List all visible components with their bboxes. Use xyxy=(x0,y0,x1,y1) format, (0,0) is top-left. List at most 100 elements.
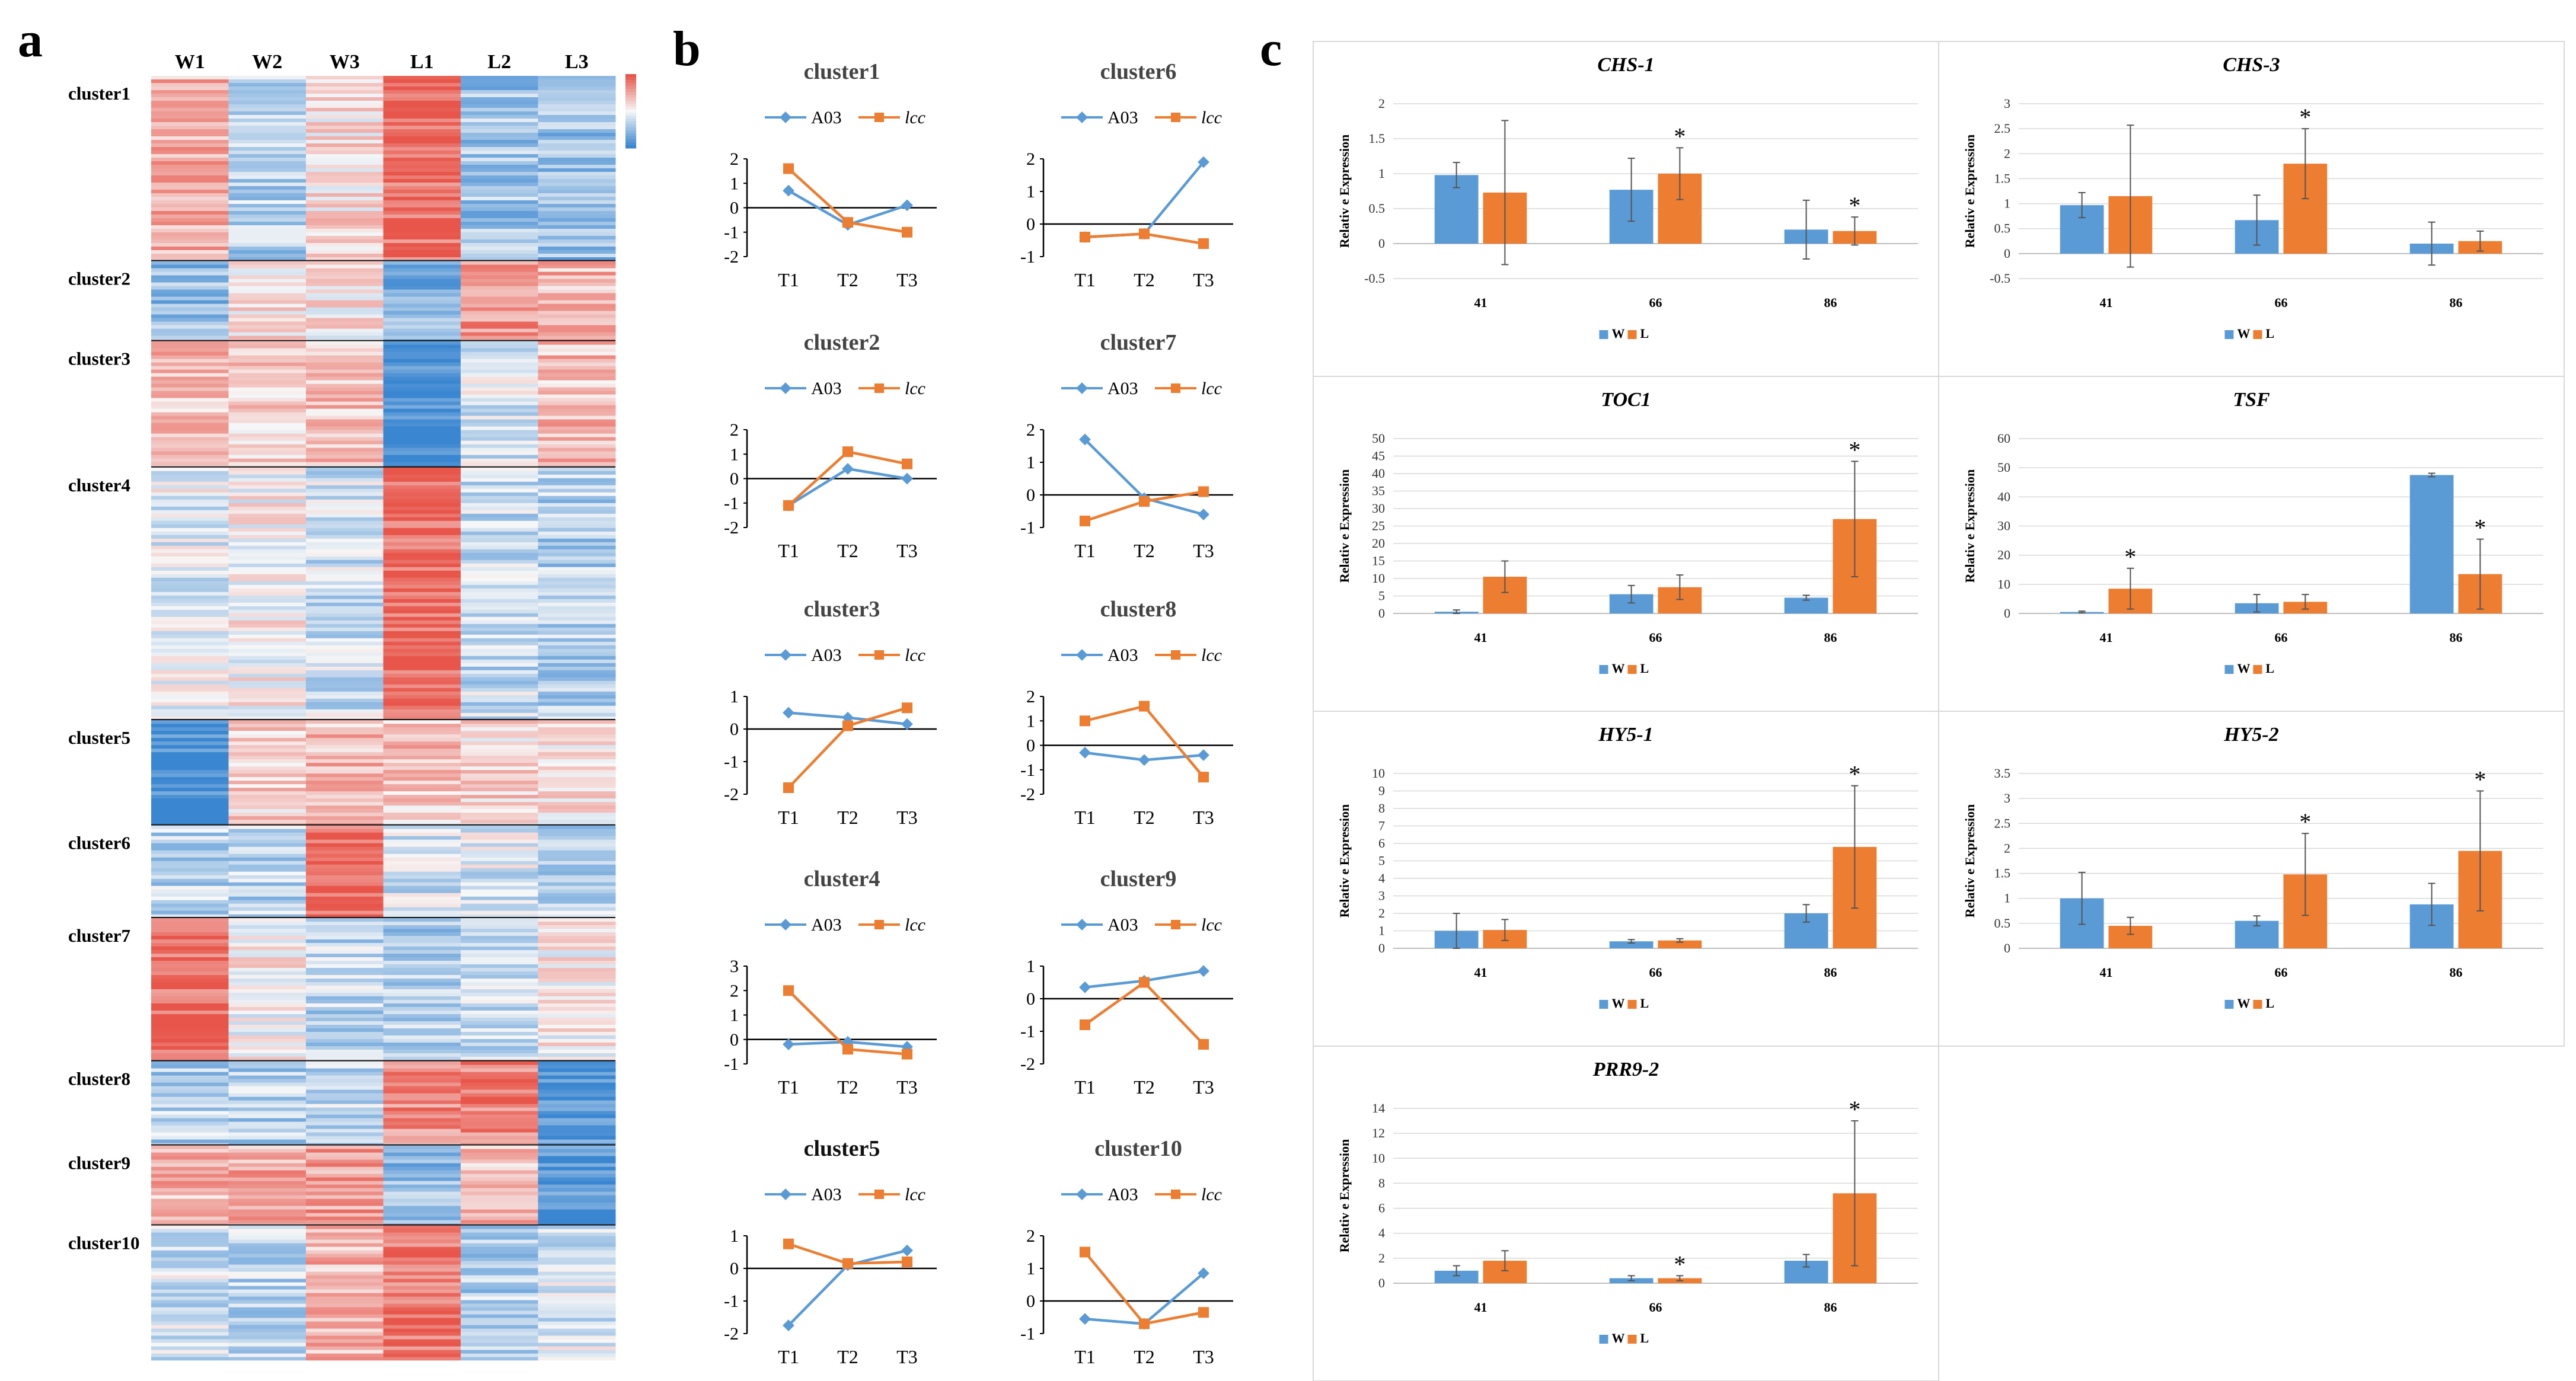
heatmap-cell xyxy=(461,247,538,251)
heatmap-cell xyxy=(306,161,384,165)
heatmap-cell xyxy=(538,1188,616,1192)
heatmap-cell xyxy=(538,663,616,667)
heatmap-cell xyxy=(538,599,616,603)
heatmap-cell xyxy=(383,172,461,176)
heatmap-cell xyxy=(383,328,461,333)
heatmap-cell xyxy=(228,929,307,933)
y-tick-label: 60 xyxy=(1997,431,2010,446)
heatmap-cell xyxy=(383,193,461,197)
heatmap-cell xyxy=(461,616,538,621)
heatmap-cell xyxy=(538,286,616,290)
heatmap-cell xyxy=(151,857,229,862)
heatmap-cell xyxy=(228,986,307,990)
heatmap-cell xyxy=(151,645,229,650)
heatmap-cell xyxy=(306,1072,384,1076)
heatmap-cell xyxy=(151,1310,229,1315)
heatmap-cell xyxy=(228,383,307,388)
heatmap-cell xyxy=(306,314,384,318)
heatmap-cell xyxy=(151,1303,229,1308)
y-tick-label: 0 xyxy=(1378,606,1385,621)
heatmap-cell xyxy=(151,763,229,767)
heatmap-cell xyxy=(151,151,229,155)
heatmap-cell xyxy=(383,1064,461,1069)
heatmap-cell xyxy=(538,1275,616,1279)
heatmap-cell xyxy=(461,119,538,123)
heatmap-cell xyxy=(538,570,616,575)
heatmap-cell xyxy=(538,90,616,94)
heatmap-cell xyxy=(383,485,461,490)
heatmap-cell xyxy=(306,485,384,490)
heatmap-cell xyxy=(538,268,616,272)
legend-label: lcc xyxy=(905,1185,925,1204)
heatmap-cell xyxy=(228,394,307,398)
heatmap-cell xyxy=(228,140,307,144)
heatmap-cell xyxy=(461,957,538,961)
heatmap-cell xyxy=(538,111,616,116)
heatmap-cell xyxy=(538,770,616,774)
heatmap-cell xyxy=(461,784,538,788)
heatmap-cell xyxy=(228,430,307,434)
heatmap-cell xyxy=(306,766,384,771)
heatmap-cell xyxy=(383,348,461,352)
heatmap-cell xyxy=(538,832,616,837)
heatmap-cell xyxy=(538,986,616,990)
legend-label: lcc xyxy=(1201,1185,1222,1204)
y-tick-label: 10 xyxy=(1997,577,2010,592)
heatmap-cell xyxy=(228,1050,307,1054)
heatmap-cell xyxy=(151,136,229,140)
heatmap-cell xyxy=(151,1121,229,1126)
heatmap-cell xyxy=(306,279,384,283)
heatmap-cell xyxy=(461,1139,538,1143)
heatmap-cell xyxy=(306,982,384,986)
heatmap-cell xyxy=(228,1159,307,1163)
heatmap-cell xyxy=(228,592,307,596)
y-tick-label: -1 xyxy=(1020,1324,1035,1344)
heatmap-cell xyxy=(151,172,229,176)
heatmap-cell xyxy=(306,1209,384,1213)
heatmap-cell xyxy=(151,97,229,101)
heatmap-cell xyxy=(228,846,307,851)
legend-label: L xyxy=(1640,996,1649,1011)
heatmap-cell xyxy=(538,1097,616,1101)
heatmap-cell xyxy=(306,577,384,582)
heatmap-cell xyxy=(461,727,538,731)
x-tick-label: 86 xyxy=(2450,630,2463,645)
heatmap-cell xyxy=(383,766,461,771)
heatmap-cell xyxy=(383,567,461,571)
heatmap-cell xyxy=(228,616,307,621)
heatmap-cell xyxy=(461,1225,538,1229)
x-tick-label: 66 xyxy=(1649,295,1662,310)
heatmap-cell xyxy=(306,1346,384,1350)
heatmap-cell xyxy=(461,805,538,810)
heatmap-cell xyxy=(151,1097,229,1101)
heatmap-cell xyxy=(306,1039,384,1043)
heatmap-cluster-label: cluster3 xyxy=(68,349,130,369)
heatmap-cell xyxy=(228,1357,307,1361)
heatmap-cell xyxy=(228,595,307,600)
heatmap-cell xyxy=(228,1198,307,1203)
y-tick-label: 1 xyxy=(2004,891,2010,906)
heatmap-cell xyxy=(461,684,538,689)
heatmap-cell xyxy=(538,1342,616,1347)
heatmap-cell xyxy=(461,864,538,869)
heatmap-cell xyxy=(228,756,307,760)
heatmap-cell xyxy=(151,87,229,91)
heatmap-cell xyxy=(306,232,384,236)
heatmap-cell xyxy=(306,408,384,413)
heatmap-cell xyxy=(383,458,461,462)
heatmap-cell xyxy=(461,1057,538,1061)
heatmap-cell xyxy=(383,129,461,133)
heatmap-cell xyxy=(461,691,538,696)
heatmap-cell xyxy=(228,871,307,876)
heatmap-cell xyxy=(538,1072,616,1076)
heatmap-cell xyxy=(228,574,307,578)
heatmap-cell xyxy=(383,1003,461,1008)
y-tick-label: 3 xyxy=(2004,96,2010,111)
heatmap-cell xyxy=(383,705,461,710)
heatmap-cell xyxy=(383,293,461,297)
heatmap-cell xyxy=(538,1318,616,1322)
heatmap-cell xyxy=(306,839,384,844)
heatmap-cell xyxy=(461,1300,538,1304)
heatmap-cell xyxy=(383,861,461,865)
heatmap-cell xyxy=(383,207,461,212)
